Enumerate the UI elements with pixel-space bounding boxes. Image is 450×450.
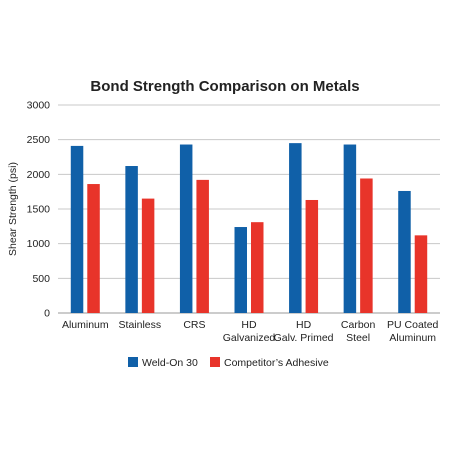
x-tick-label: HD Galv. Primed [274, 319, 334, 344]
y-tick-label: 2500 [27, 134, 51, 146]
y-tick-label: 500 [32, 273, 50, 285]
bar-competitor-4 [305, 199, 319, 313]
x-tick-label: HD Galvanized [223, 319, 276, 344]
bar-competitor-0 [87, 184, 100, 313]
bar-competitor-5 [360, 178, 373, 313]
x-tick-label: Aluminum [62, 319, 109, 331]
bar-weld-on-6 [398, 190, 411, 313]
bar-weld-on-3 [234, 227, 247, 313]
x-tick-label: Carbon Steel [341, 319, 376, 344]
bar-weld-on-4 [289, 143, 302, 313]
y-tick-label: 1000 [27, 238, 51, 250]
y-axis-label: Shear Strength (psi) [7, 162, 19, 256]
legend-swatch-weld-on [128, 357, 138, 367]
x-tick-label: CRS [183, 319, 205, 331]
y-tick-label: 0 [44, 308, 50, 320]
gridlines [58, 104, 440, 314]
y-tick-label: 2000 [27, 169, 51, 181]
bar-competitor-3 [251, 222, 264, 313]
y-tick-label: 3000 [27, 100, 51, 112]
bar-weld-on-0 [70, 145, 84, 313]
bar-weld-on-2 [179, 144, 193, 313]
bars [70, 143, 428, 313]
bar-weld-on-1 [125, 166, 138, 313]
y-tick-label: 1500 [27, 204, 51, 216]
legend-label-weld-on: Weld-On 30 [142, 357, 198, 369]
bar-weld-on-5 [343, 144, 357, 313]
x-tick-label: Stainless [119, 319, 162, 331]
legend-swatch-competitor [210, 357, 220, 367]
bar-competitor-6 [414, 235, 428, 313]
x-tick-label: PU Coated Aluminum [387, 319, 439, 344]
y-tick-labels: 0 500 1000 1500 2000 2500 3000 [27, 100, 51, 320]
bar-competitor-1 [141, 198, 155, 313]
legend: Weld-On 30 Competitor’s Adhesive [128, 357, 329, 369]
chart-title: Bond Strength Comparison on Metals [90, 78, 359, 95]
bar-competitor-2 [196, 179, 209, 313]
legend-label-competitor: Competitor’s Adhesive [224, 357, 329, 369]
